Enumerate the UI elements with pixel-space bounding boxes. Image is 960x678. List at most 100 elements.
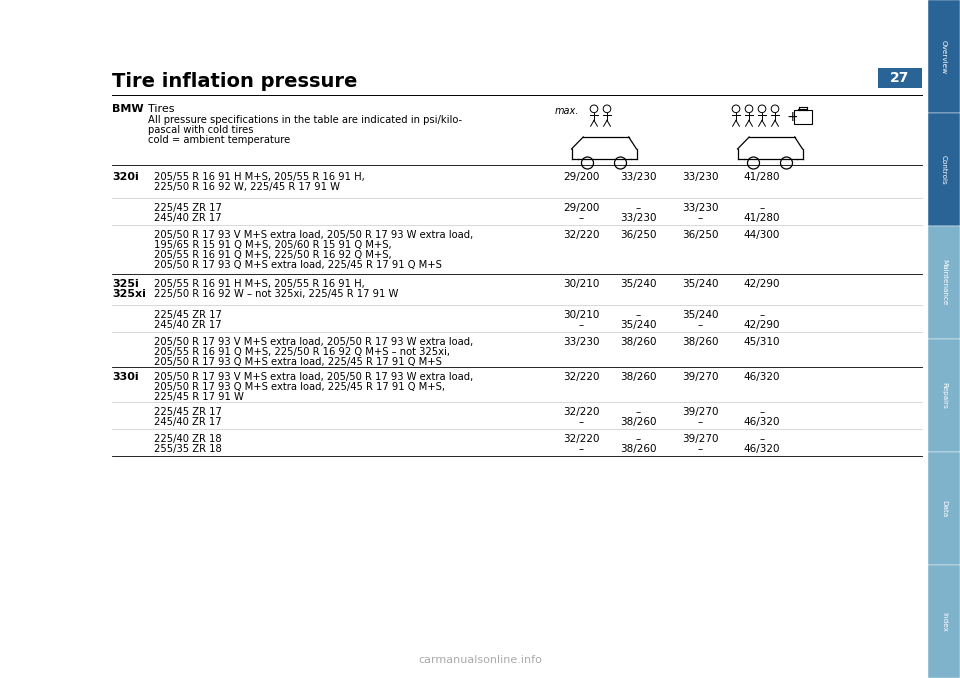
Text: Tires: Tires	[148, 104, 175, 114]
Text: 32/220: 32/220	[563, 407, 599, 417]
Text: Repairs: Repairs	[941, 382, 947, 409]
Text: 205/50 R 17 93 Q M+S extra load, 225/45 R 17 91 Q M+S: 205/50 R 17 93 Q M+S extra load, 225/45 …	[154, 357, 442, 367]
Text: 225/50 R 16 92 W – not 325xi, 225/45 R 17 91 W: 225/50 R 16 92 W – not 325xi, 225/45 R 1…	[154, 289, 398, 299]
Text: Tire inflation pressure: Tire inflation pressure	[112, 72, 357, 91]
Text: 245/40 ZR 17: 245/40 ZR 17	[154, 417, 222, 427]
Text: –: –	[578, 444, 584, 454]
Text: –: –	[759, 407, 764, 417]
Text: –: –	[697, 444, 703, 454]
Text: –: –	[578, 213, 584, 223]
Text: All pressure specifications in the table are indicated in psi/kilo-: All pressure specifications in the table…	[148, 115, 462, 125]
Text: 38/260: 38/260	[620, 372, 657, 382]
Text: –: –	[636, 203, 640, 213]
Text: Maintenance: Maintenance	[941, 259, 947, 306]
Text: 45/310: 45/310	[744, 337, 780, 347]
Text: BMW: BMW	[112, 104, 144, 114]
Text: 205/55 R 16 91 Q M+S, 225/50 R 16 92 Q M+S,: 205/55 R 16 91 Q M+S, 225/50 R 16 92 Q M…	[154, 250, 392, 260]
Text: 32/220: 32/220	[563, 434, 599, 444]
Text: 245/40 ZR 17: 245/40 ZR 17	[154, 213, 222, 223]
Text: 195/65 R 15 91 Q M+S, 205/60 R 15 91 Q M+S,: 195/65 R 15 91 Q M+S, 205/60 R 15 91 Q M…	[154, 240, 392, 250]
Text: 39/270: 39/270	[682, 407, 718, 417]
Text: 205/50 R 17 93 V M+S extra load, 205/50 R 17 93 W extra load,: 205/50 R 17 93 V M+S extra load, 205/50 …	[154, 230, 473, 240]
Text: 33/230: 33/230	[682, 172, 718, 182]
Text: –: –	[697, 213, 703, 223]
Text: –: –	[697, 320, 703, 330]
Text: 38/260: 38/260	[620, 444, 657, 454]
Bar	[794, 110, 812, 124]
Text: 330i: 330i	[112, 372, 138, 382]
Text: 205/55 R 16 91 H M+S, 205/55 R 16 91 H,: 205/55 R 16 91 H M+S, 205/55 R 16 91 H,	[154, 172, 365, 182]
Text: 38/260: 38/260	[682, 337, 718, 347]
Bar	[878, 68, 922, 88]
Text: 32/220: 32/220	[563, 372, 599, 382]
Text: –: –	[578, 320, 584, 330]
Text: carmanualsonline.info: carmanualsonline.info	[418, 655, 542, 665]
Text: –: –	[759, 310, 764, 320]
Text: –: –	[697, 417, 703, 427]
Text: 36/250: 36/250	[682, 230, 718, 240]
Text: 325xi: 325xi	[112, 289, 146, 299]
Text: 32/220: 32/220	[563, 230, 599, 240]
Text: 35/240: 35/240	[682, 279, 718, 289]
Text: 205/50 R 17 93 V M+S extra load, 205/50 R 17 93 W extra load,: 205/50 R 17 93 V M+S extra load, 205/50 …	[154, 372, 473, 382]
Text: 205/50 R 17 93 Q M+S extra load, 225/45 R 17 91 Q M+S,: 205/50 R 17 93 Q M+S extra load, 225/45 …	[154, 382, 445, 392]
Text: cold = ambient temperature: cold = ambient temperature	[148, 135, 290, 145]
Text: 36/250: 36/250	[620, 230, 657, 240]
Text: 225/45 R 17 91 W: 225/45 R 17 91 W	[154, 392, 244, 402]
Text: 33/230: 33/230	[682, 203, 718, 213]
Text: 205/55 R 16 91 H M+S, 205/55 R 16 91 H,: 205/55 R 16 91 H M+S, 205/55 R 16 91 H,	[154, 279, 365, 289]
Text: 39/270: 39/270	[682, 434, 718, 444]
Text: 38/260: 38/260	[620, 337, 657, 347]
Text: 44/300: 44/300	[744, 230, 780, 240]
Text: 225/45 ZR 17: 225/45 ZR 17	[154, 310, 222, 320]
Text: Controls: Controls	[941, 155, 947, 184]
Text: Index: Index	[941, 612, 947, 631]
Text: 39/270: 39/270	[682, 372, 718, 382]
Text: 35/240: 35/240	[682, 310, 718, 320]
Text: 225/45 ZR 17: 225/45 ZR 17	[154, 407, 222, 417]
Text: 41/280: 41/280	[744, 172, 780, 182]
Text: 38/260: 38/260	[620, 417, 657, 427]
Text: 29/200: 29/200	[563, 172, 599, 182]
Text: –: –	[636, 407, 640, 417]
Text: 46/320: 46/320	[744, 417, 780, 427]
Text: pascal with cold tires: pascal with cold tires	[148, 125, 253, 135]
Bar	[928, 565, 960, 678]
Text: 205/50 R 17 93 V M+S extra load, 205/50 R 17 93 W extra load,: 205/50 R 17 93 V M+S extra load, 205/50 …	[154, 337, 473, 347]
Text: –: –	[636, 434, 640, 444]
Text: 205/55 R 16 91 Q M+S, 225/50 R 16 92 Q M+S – not 325xi,: 205/55 R 16 91 Q M+S, 225/50 R 16 92 Q M…	[154, 347, 450, 357]
Text: –: –	[578, 417, 584, 427]
Text: 42/290: 42/290	[744, 279, 780, 289]
Text: 225/45 ZR 17: 225/45 ZR 17	[154, 203, 222, 213]
Bar	[928, 0, 960, 113]
Text: max.: max.	[555, 106, 580, 116]
Text: 42/290: 42/290	[744, 320, 780, 330]
Text: +: +	[786, 110, 798, 124]
Text: 29/200: 29/200	[563, 203, 599, 213]
Bar	[928, 226, 960, 339]
Text: –: –	[759, 203, 764, 213]
Text: 46/320: 46/320	[744, 444, 780, 454]
Text: –: –	[759, 434, 764, 444]
Text: 320i: 320i	[112, 172, 139, 182]
Bar	[928, 339, 960, 452]
Text: 205/50 R 17 93 Q M+S extra load, 225/45 R 17 91 Q M+S: 205/50 R 17 93 Q M+S extra load, 225/45 …	[154, 260, 442, 270]
Text: 245/40 ZR 17: 245/40 ZR 17	[154, 320, 222, 330]
Text: 225/40 ZR 18: 225/40 ZR 18	[154, 434, 222, 444]
Text: 35/240: 35/240	[620, 279, 657, 289]
Text: 255/35 ZR 18: 255/35 ZR 18	[154, 444, 222, 454]
Bar	[928, 452, 960, 565]
Text: 27: 27	[890, 71, 910, 85]
Text: 225/50 R 16 92 W, 225/45 R 17 91 W: 225/50 R 16 92 W, 225/45 R 17 91 W	[154, 182, 340, 192]
Text: 325i: 325i	[112, 279, 139, 289]
Bar	[928, 113, 960, 226]
Text: 46/320: 46/320	[744, 372, 780, 382]
Text: –: –	[636, 310, 640, 320]
Text: 30/210: 30/210	[563, 279, 599, 289]
Text: 33/230: 33/230	[620, 213, 657, 223]
Text: 33/230: 33/230	[563, 337, 599, 347]
Text: Data: Data	[941, 500, 947, 517]
Text: 33/230: 33/230	[620, 172, 657, 182]
Text: 30/210: 30/210	[563, 310, 599, 320]
Text: 41/280: 41/280	[744, 213, 780, 223]
